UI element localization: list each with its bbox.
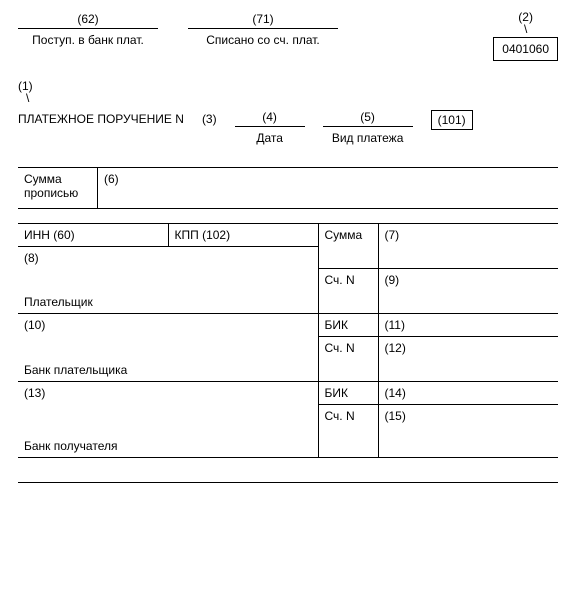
payment-grid: ИНН (60) КПП (102) Сумма (7) (8) Сч. N (… — [18, 223, 558, 458]
acct-label-12: Сч. N — [318, 337, 378, 360]
ref-10: (10) — [18, 314, 318, 337]
payer-label: Плательщик — [18, 291, 318, 314]
inn-label: ИНН (60) — [18, 223, 168, 246]
ref-12: (12) — [378, 337, 558, 360]
sum-words-value: (6) — [98, 167, 558, 209]
tick-2: \ — [493, 24, 558, 35]
ptype-cell: (5) Вид платежа — [323, 110, 413, 145]
recv-bank-label: Банк получателя — [18, 435, 318, 458]
bank-in-cell: (62) Поступ. в банк плат. — [18, 10, 158, 47]
acct-label-9: Сч. N — [318, 269, 378, 292]
form-code-box: 0401060 — [493, 37, 558, 61]
blank-sum — [318, 246, 378, 269]
bank-in-label: Поступ. в банк плат. — [18, 28, 158, 47]
header-row: (62) Поступ. в банк плат. (71) Списано с… — [18, 10, 558, 61]
payer-bank-label: Банк плательщика — [18, 359, 318, 382]
sum-words-label: Сумма прописью — [18, 167, 98, 209]
tick-1: \ — [18, 93, 558, 104]
ref-14: (14) — [378, 382, 558, 405]
ref-62: (62) — [18, 10, 158, 28]
bik-label-14: БИК — [318, 382, 378, 405]
ref-13: (13) — [18, 382, 318, 405]
blank-9b — [378, 291, 558, 314]
blank-15b — [378, 435, 558, 458]
debit-cell: (71) Списано со сч. плат. — [188, 10, 338, 47]
acct-label-15: Сч. N — [318, 405, 378, 435]
blank-13b — [18, 405, 318, 435]
ref-6: (6) — [104, 172, 119, 186]
ref-9: (9) — [378, 269, 558, 292]
ref-5: (5) — [323, 110, 413, 126]
code-101-box: (101) — [431, 110, 473, 130]
blank-10b — [18, 337, 318, 360]
blank-12b — [378, 359, 558, 382]
blank-7b — [378, 246, 558, 269]
ref-11: (11) — [378, 314, 558, 337]
kpp-label: КПП (102) — [168, 223, 318, 246]
ref-71: (71) — [188, 10, 338, 28]
blank-acct9 — [318, 291, 378, 314]
blank-acct12 — [318, 359, 378, 382]
bik-label-11: БИК — [318, 314, 378, 337]
ref-15: (15) — [378, 405, 558, 435]
doc-title: ПЛАТЕЖНОЕ ПОРУЧЕНИЕ N — [18, 110, 184, 126]
blank-8b — [18, 269, 318, 292]
sum-label: Сумма — [318, 223, 378, 246]
ref-1: (1) — [18, 79, 558, 93]
debit-label: Списано со сч. плат. — [188, 28, 338, 47]
one-marker: (1) \ — [18, 79, 558, 104]
blank-acct15 — [318, 435, 378, 458]
sum-words-row: Сумма прописью (6) — [18, 167, 558, 209]
ptype-label: Вид платежа — [323, 126, 413, 145]
ref-3: (3) — [202, 110, 217, 126]
date-cell: (4) Дата — [235, 110, 305, 145]
ref-7: (7) — [378, 223, 558, 246]
bottom-rule — [18, 482, 558, 483]
title-row: ПЛАТЕЖНОЕ ПОРУЧЕНИЕ N (3) (4) Дата (5) В… — [18, 110, 558, 145]
form-code-block: (2) \ 0401060 — [493, 10, 558, 61]
ref-4: (4) — [235, 110, 305, 126]
date-label: Дата — [235, 126, 305, 145]
ref-8: (8) — [18, 246, 318, 269]
